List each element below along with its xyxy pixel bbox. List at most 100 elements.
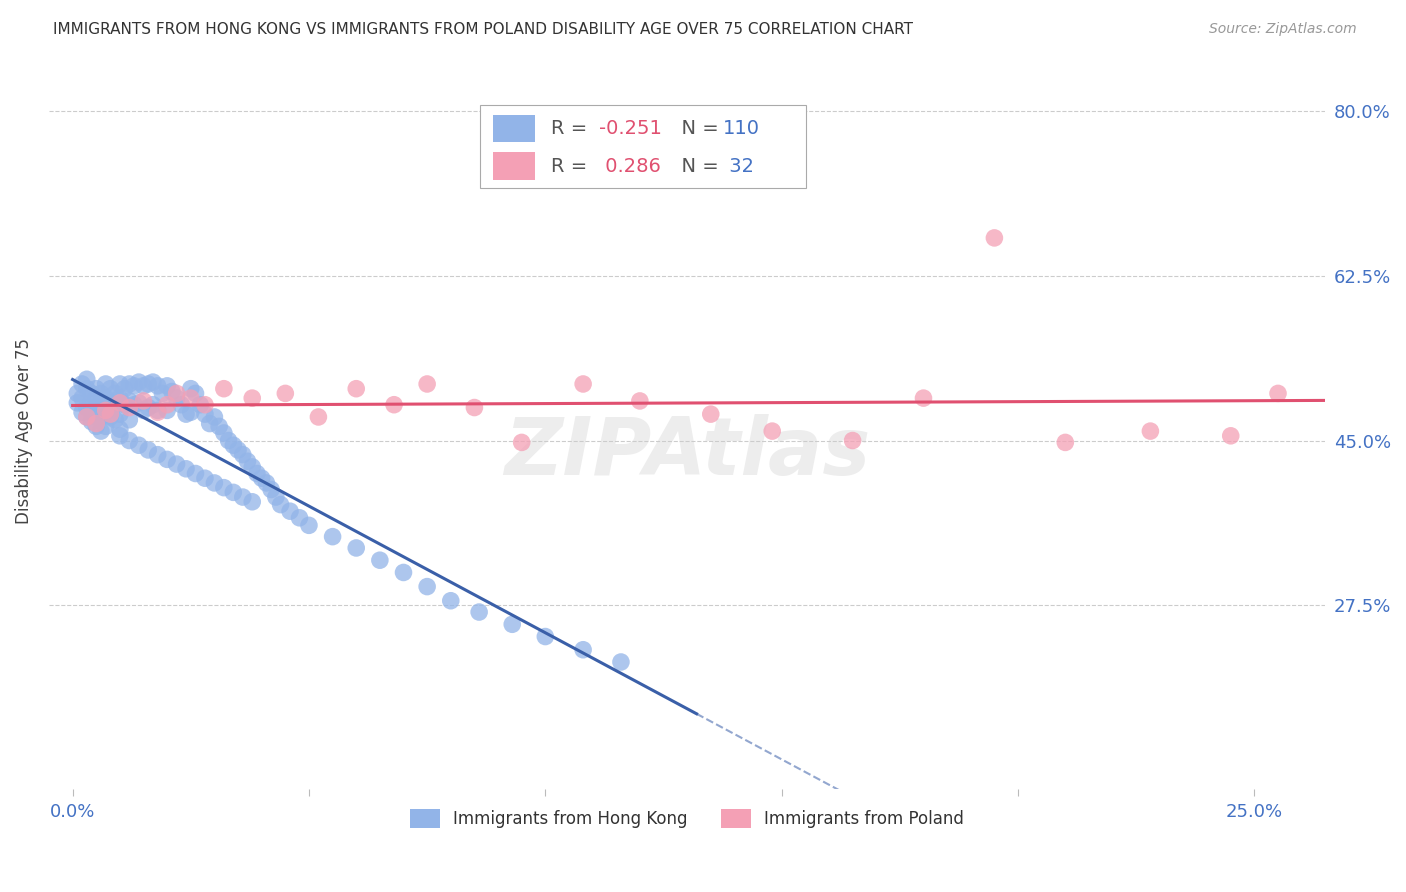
Point — [94, 391, 117, 405]
Point — [84, 382, 107, 396]
Point — [132, 393, 155, 408]
Point — [80, 405, 103, 419]
Text: N =: N = — [669, 120, 725, 138]
Point — [84, 391, 107, 405]
Point — [142, 398, 165, 412]
Point — [250, 471, 273, 485]
Point — [212, 382, 235, 396]
Point — [84, 419, 107, 434]
FancyBboxPatch shape — [481, 105, 806, 187]
Point — [170, 398, 193, 412]
Point — [212, 425, 235, 440]
Point — [222, 438, 245, 452]
Point — [166, 386, 188, 401]
Point — [94, 405, 117, 419]
Point — [156, 398, 179, 412]
Point — [572, 376, 595, 391]
Text: 110: 110 — [723, 120, 759, 138]
Point — [118, 434, 141, 448]
Point — [94, 376, 117, 391]
Point — [122, 398, 145, 412]
Point — [166, 391, 188, 405]
Text: R =: R = — [551, 157, 593, 176]
Point — [136, 401, 159, 415]
Point — [174, 462, 197, 476]
Point — [1219, 429, 1241, 443]
Point — [270, 498, 292, 512]
Point — [156, 403, 179, 417]
Point — [382, 398, 405, 412]
Point — [194, 471, 217, 485]
Point — [108, 376, 131, 391]
Point — [440, 593, 463, 607]
Point — [156, 452, 179, 467]
Point — [501, 617, 523, 632]
Point — [76, 382, 98, 396]
Point — [100, 382, 122, 396]
Point — [90, 386, 112, 401]
Point — [146, 403, 169, 417]
Point — [246, 467, 269, 481]
Point — [114, 382, 136, 396]
Point — [218, 434, 240, 448]
Point — [184, 386, 207, 401]
Point — [222, 485, 245, 500]
Point — [114, 398, 136, 412]
Point — [240, 459, 263, 474]
Point — [76, 372, 98, 386]
Point — [912, 391, 935, 405]
Point — [610, 655, 633, 669]
Point — [322, 530, 344, 544]
Point — [1267, 386, 1289, 401]
Point — [841, 434, 863, 448]
Point — [100, 407, 122, 421]
Text: 0.286: 0.286 — [599, 157, 661, 176]
Point — [104, 386, 127, 401]
Point — [761, 424, 783, 438]
Point — [146, 448, 169, 462]
Point — [128, 438, 150, 452]
Point — [298, 518, 321, 533]
Point — [100, 396, 122, 410]
Text: ZIPAtlas: ZIPAtlas — [503, 414, 870, 491]
Point — [208, 419, 231, 434]
Point — [132, 403, 155, 417]
Point — [108, 391, 131, 405]
Point — [534, 630, 557, 644]
Point — [70, 391, 93, 405]
Point — [416, 376, 439, 391]
Point — [118, 413, 141, 427]
Point — [108, 429, 131, 443]
Text: Source: ZipAtlas.com: Source: ZipAtlas.com — [1209, 22, 1357, 37]
Point — [66, 386, 89, 401]
Point — [232, 448, 254, 462]
Point — [76, 409, 98, 424]
Point — [146, 405, 169, 419]
Point — [80, 396, 103, 410]
Point — [80, 386, 103, 401]
Point — [226, 442, 249, 457]
Point — [628, 393, 651, 408]
Point — [136, 442, 159, 457]
Point — [132, 379, 155, 393]
Point — [180, 405, 202, 419]
Point — [84, 409, 107, 424]
Point — [260, 483, 283, 497]
Point — [392, 566, 415, 580]
Text: R =: R = — [551, 120, 593, 138]
Point — [204, 409, 226, 424]
Point — [70, 405, 93, 419]
Point — [180, 382, 202, 396]
Point — [700, 407, 723, 421]
Point — [288, 510, 311, 524]
Point — [212, 481, 235, 495]
Point — [104, 398, 127, 412]
Point — [240, 495, 263, 509]
Point — [184, 467, 207, 481]
Point — [198, 417, 221, 431]
Point — [94, 419, 117, 434]
Point — [76, 409, 98, 424]
FancyBboxPatch shape — [494, 115, 536, 143]
Point — [70, 376, 93, 391]
Point — [136, 376, 159, 391]
